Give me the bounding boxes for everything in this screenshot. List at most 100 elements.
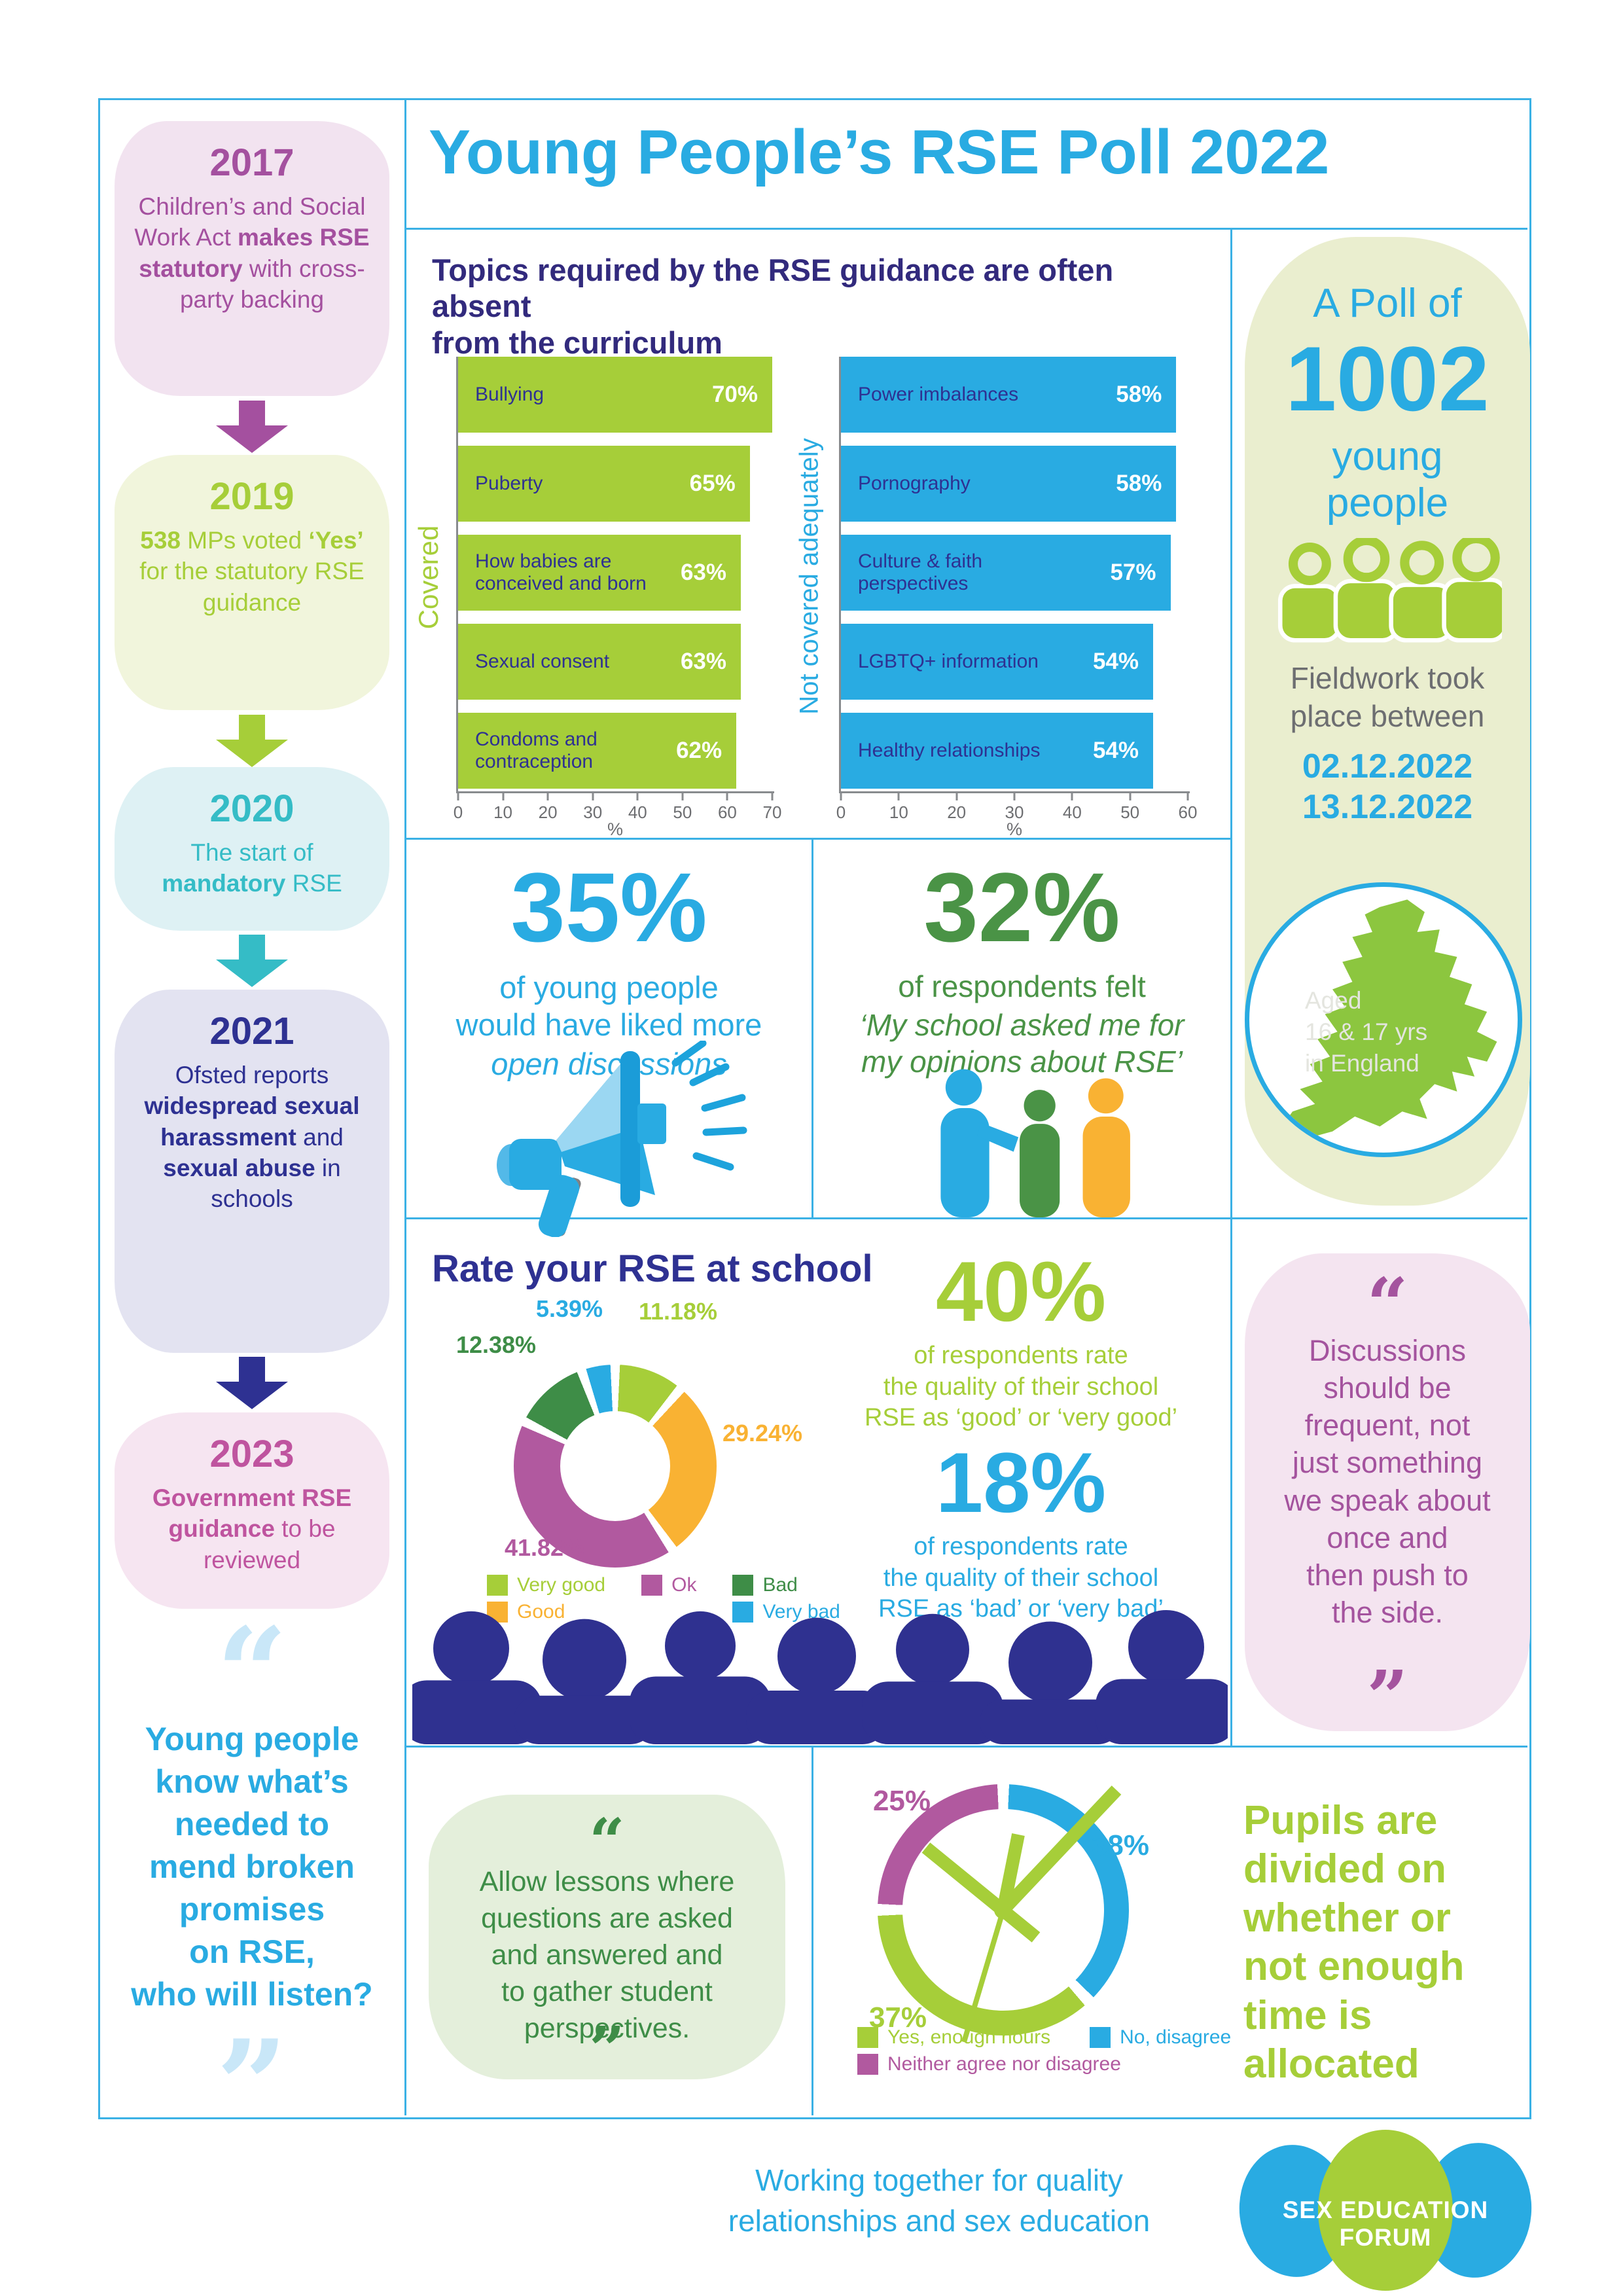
clock-label-no: 38%: [1091, 1829, 1150, 1861]
bar-row: LGBTQ+ information 54%: [841, 624, 1188, 700]
divider-below-rate: [406, 1746, 1527, 1748]
sex-education-forum-logo: SEX EDUCATION FORUM: [1232, 2128, 1537, 2292]
arrow-down-icon: [216, 401, 288, 453]
not-covered-chart: Power imbalances 58% Pornography 58% Culture…: [841, 357, 1188, 802]
legend-item: Yes, enough hours: [857, 2026, 1050, 2048]
timeline-year: 2023: [209, 1433, 294, 1475]
megaphone-icon: [497, 1041, 747, 1237]
donut-label-very-bad: 5.39%: [535, 1295, 603, 1322]
legend-group: Very good Good: [487, 1574, 605, 1628]
open-quote-icon: “: [589, 1805, 625, 1878]
legend-item: Ok: [641, 1574, 696, 1596]
donut-label-very-good: 11.18%: [638, 1298, 718, 1325]
legend-item: Good: [487, 1601, 605, 1623]
crowd-silhouette: [412, 1609, 1228, 1744]
timeline-2019: 2019 538 MPs voted ‘Yes’ for the statuto…: [115, 455, 389, 710]
timeline-year: 2021: [209, 1010, 294, 1052]
donut-label-ok: 41.82%: [504, 1534, 585, 1561]
fieldwork-dates: 02.12.2022 13.12.2022: [1302, 747, 1473, 827]
england-map: [1280, 899, 1497, 1139]
not-covered-y-axis: [839, 357, 841, 791]
logo-text: SEX EDUCATION FORUM: [1282, 2197, 1489, 2251]
legend-group: Yes, enough hours No, disagree: [857, 2026, 1231, 2053]
map-caption: Aged 16 & 17 yrs in England: [1305, 987, 1428, 1077]
timeline-text: Children’s and Social Work Act makes RSE…: [134, 193, 370, 314]
covered-chart: Bullying 70% Puberty 65% How babies are conc…: [458, 357, 772, 802]
legend-group: Ok: [641, 1574, 696, 1628]
people-talking-icon: [940, 1069, 1130, 1217]
clock-label-yes: 37%: [868, 2001, 927, 2034]
divider-quote-clock: [812, 1746, 813, 2115]
timeline-year: 2017: [209, 141, 294, 184]
timeline-quote-text: Young people know what’s needed to mend …: [131, 1721, 373, 2013]
page-border: [98, 98, 1531, 2119]
donut-label-bad: 12.38%: [455, 1331, 537, 1358]
covered-y-axis: [456, 357, 458, 791]
rate-legend: Very good Good Ok Bad Very bad: [487, 1574, 840, 1628]
close-quote-icon: ”: [589, 2013, 625, 2086]
stat-35-value: 35%: [510, 852, 707, 962]
time-legend: Yes, enough hours No, disagree Neither agr…: [857, 2026, 1231, 2080]
divider-below-topics: [406, 838, 1230, 840]
time-caption: Pupils are divided on whether or not eno…: [1243, 1798, 1465, 2087]
covered-x-ticks: 0 10 20 30 40 50 60 70: [454, 793, 781, 823]
allow-quote-text: Allow lessons where questions are asked …: [479, 1866, 735, 2044]
poll-count: 1002: [1285, 327, 1489, 430]
close-quote-icon: ”: [1366, 1655, 1408, 1739]
rate-title: Rate your RSE at school: [432, 1247, 873, 1290]
legend-item: Neither agree nor disagree: [857, 2053, 1121, 2075]
divider-below-stats: [406, 1217, 1527, 1219]
stat-35-text: of young people would have liked more: [455, 970, 762, 1043]
bar-row: Power imbalances 58%: [841, 357, 1188, 433]
legend-item: Very good: [487, 1574, 605, 1596]
close-quote-icon: ”: [216, 2013, 288, 2159]
poll-intro: A Poll of: [1313, 281, 1462, 326]
not-covered-x-ticks: 0 10 20 30 40 50 60: [836, 793, 1197, 823]
not-covered-x-label: %: [1006, 819, 1023, 839]
timeline-year: 2020: [209, 787, 294, 830]
timeline-text: The start of mandatory RSE: [162, 839, 342, 897]
arrow-down-icon: [216, 1357, 288, 1409]
legend-item: Bad: [732, 1574, 840, 1596]
bar-row: Puberty 65%: [458, 446, 772, 522]
timeline-2017: 2017 Children’s and Social Work Act make…: [115, 121, 389, 396]
bar-row: Healthy relationships 54%: [841, 713, 1188, 789]
bar-row: Bullying 70%: [458, 357, 772, 433]
timeline-text: Government RSE guidance to be reviewed: [152, 1484, 352, 1573]
legend-item: No, disagree: [1090, 2026, 1231, 2048]
discussions-quote-text: Discussions should be frequent, not just…: [1284, 1334, 1491, 1629]
group-of-people-icon: [1277, 538, 1502, 643]
page-title: Young People’s RSE Poll 2022: [429, 117, 1330, 187]
timeline-text: 538 MPs voted ‘Yes’ for the statutory RS…: [139, 527, 365, 616]
poll-subject: young people: [1326, 434, 1449, 526]
covered-axis-label: Covered: [413, 525, 444, 630]
open-quote-icon: “: [1366, 1262, 1408, 1346]
timeline-2021: 2021 Ofsted reports widespread sexual ha…: [115, 990, 389, 1353]
stat-32-text: of respondents felt: [898, 969, 1146, 1003]
england-map-circle: Aged 16 & 17 yrs in England: [1245, 882, 1522, 1157]
covered-x-label: %: [607, 819, 624, 839]
stat-18-text: of respondents rate the quality of their…: [878, 1533, 1164, 1623]
fieldwork-text: Fieldwork took place between: [1290, 661, 1485, 733]
bar-row: How babies are conceived and born 63%: [458, 535, 772, 611]
divider-35-32: [812, 838, 813, 1217]
stat-40-value: 40%: [935, 1244, 1107, 1339]
divider-sidebar: [1230, 228, 1232, 1746]
bar-row: Sexual consent 63%: [458, 624, 772, 700]
arrow-down-icon: [216, 935, 288, 987]
bar-row: Culture & faith perspectives 57%: [841, 535, 1188, 611]
clock-hands-icon: [921, 1785, 1122, 2043]
covered-x-axis: [456, 791, 774, 793]
legend-group: Bad Very bad: [732, 1574, 840, 1628]
topics-heading: Topics required by the RSE guidance are …: [432, 253, 1114, 360]
bar-row: Condoms and contraception 62%: [458, 713, 772, 789]
rate-donut-chart: [514, 1365, 717, 1568]
timeline-year: 2019: [209, 475, 294, 518]
arrow-down-icon: [216, 715, 288, 767]
stat-18-value: 18%: [935, 1435, 1107, 1530]
divider-below-title: [406, 228, 1527, 230]
timeline-2020: 2020 The start of mandatory RSE: [115, 767, 389, 931]
stat-32-quote: ‘My school asked me for my opinions abou…: [859, 1008, 1185, 1079]
open-quote-icon: “: [216, 1600, 288, 1746]
